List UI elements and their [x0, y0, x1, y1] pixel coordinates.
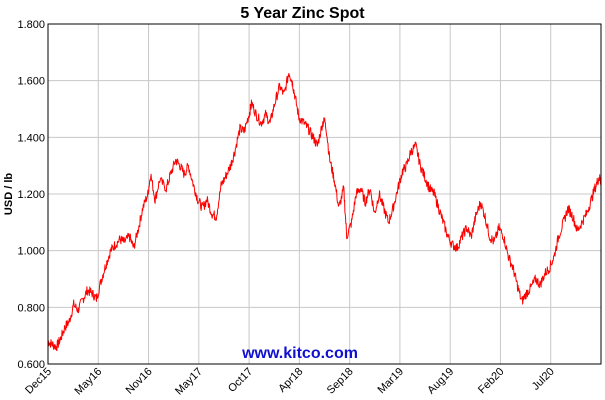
zinc-price-line [47, 72, 602, 352]
x-tick-label: Feb20 [476, 366, 507, 397]
y-tick-label: 1.600 [17, 76, 45, 88]
x-tick-label: Mar19 [375, 366, 406, 397]
x-tick-label: Aug19 [425, 366, 456, 397]
y-axis-label: USD / lb [3, 173, 15, 215]
x-tick-label: Nov16 [124, 366, 155, 397]
grid-lines [47, 23, 602, 365]
y-tick-labels: 0.600 0.800 1.000 1.200 1.400 1.600 1.800 [17, 19, 45, 371]
y-tick-label: 1.400 [17, 132, 45, 144]
kitco-watermark: www.kitco.com [241, 345, 358, 362]
y-tick-label: 0.600 [17, 359, 45, 371]
y-tick-label: 1.200 [17, 189, 45, 201]
x-tick-label: May17 [173, 366, 205, 398]
x-tick-label: Oct17 [226, 366, 255, 395]
x-tick-label: Apr18 [276, 366, 305, 395]
y-tick-label: 1.000 [17, 246, 45, 258]
chart-title: 5 Year Zinc Spot [240, 5, 365, 22]
y-tick-label: 1.800 [17, 19, 45, 31]
x-tick-label: Sep18 [325, 366, 356, 397]
x-tick-label: May16 [73, 366, 105, 398]
y-tick-label: 0.800 [17, 302, 45, 314]
series-layer [47, 72, 602, 352]
x-tick-labels: Dec15 May16 Nov16 May17 Oct17 Apr18 Sep18 Mar19… [23, 366, 557, 398]
plot-frame [47, 23, 602, 365]
x-tick-label: Jul20 [530, 366, 557, 393]
